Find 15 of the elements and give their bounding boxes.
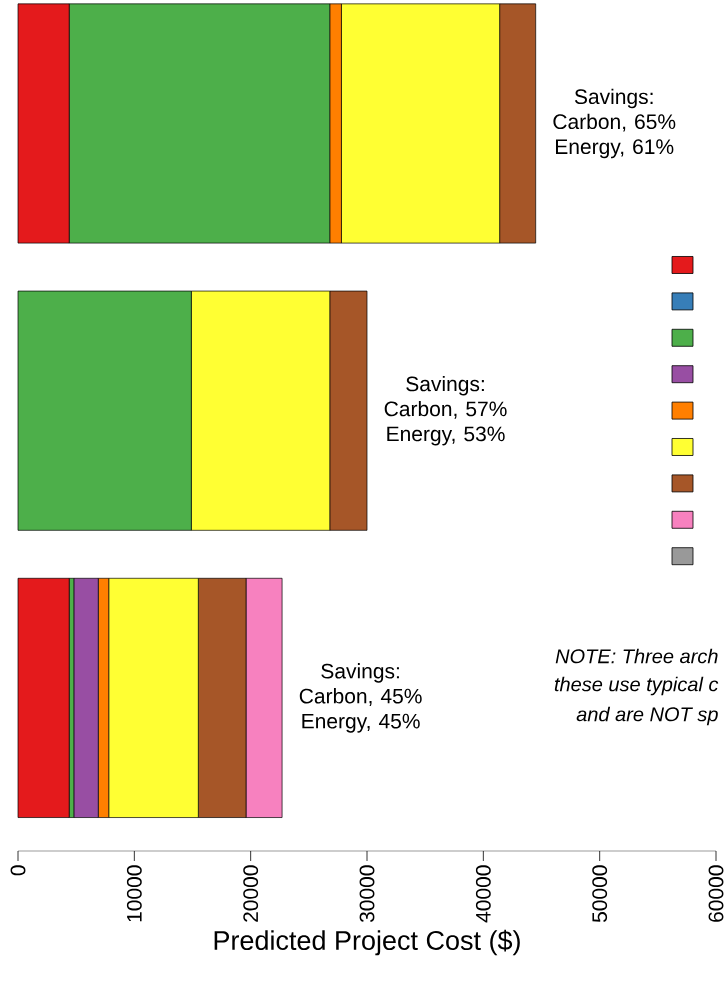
annotation: these use typical c — [554, 676, 719, 696]
annotation: and are NOT sp — [576, 706, 718, 726]
bar — [17, 577, 70, 818]
x-axis-title: Predicted Project Cost ($) — [214, 929, 520, 956]
annotation: Savings: Carbon, 57% Energy, 53% — [384, 375, 507, 446]
x-tick-label: 40000 — [475, 865, 491, 923]
x-tick-label: 20000 — [243, 865, 259, 922]
annotation: Savings: Carbon, 45% Energy, 45% — [299, 663, 422, 733]
annotation: NOTE: Three arch — [555, 648, 718, 664]
x-tick-label: 0 — [10, 865, 26, 876]
x-tick-label: 30000 — [359, 865, 375, 923]
x-tick-label: 60000 — [708, 865, 724, 922]
annotation: Savings: Carbon, 65% Energy, 61% — [553, 88, 676, 159]
x-tick-label: 50000 — [592, 865, 608, 923]
x-tick-label: 10000 — [126, 865, 142, 922]
